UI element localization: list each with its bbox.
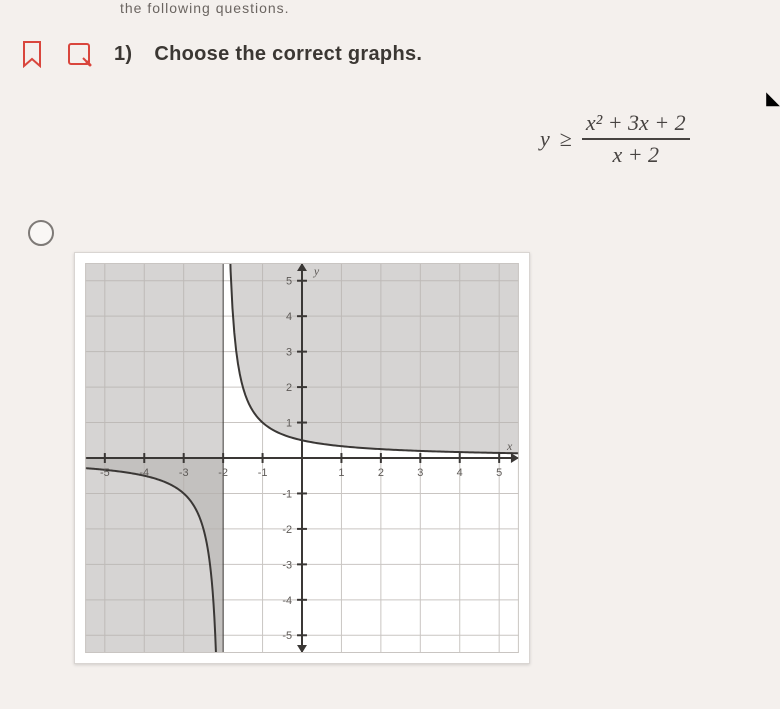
- answer-radio[interactable]: [28, 220, 54, 246]
- bookmark-icon[interactable]: [20, 40, 44, 68]
- formula-denominator: x + 2: [612, 140, 659, 168]
- question-prompt: Choose the correct graphs.: [154, 43, 422, 66]
- svg-text:-5: -5: [282, 630, 292, 642]
- svg-text:2: 2: [378, 467, 384, 479]
- graph-option[interactable]: -5 -4 -3 -2 -1 1 2 3 4 5 -5 -4 -3 -2 -1 1 2 3 4 5 y x: [74, 252, 530, 664]
- formula-relation: ≥: [560, 126, 572, 152]
- question-number: 1): [114, 43, 132, 66]
- svg-text:-3: -3: [282, 559, 292, 571]
- svg-text:-2: -2: [282, 524, 292, 536]
- svg-text:-1: -1: [282, 488, 292, 500]
- svg-text:1: 1: [286, 418, 292, 430]
- svg-text:5: 5: [496, 467, 502, 479]
- svg-text:-4: -4: [139, 467, 149, 479]
- svg-text:2: 2: [286, 382, 292, 394]
- svg-text:-1: -1: [258, 467, 268, 479]
- svg-text:y: y: [313, 264, 320, 278]
- svg-text:3: 3: [417, 467, 423, 479]
- question-toolbar: 1) Choose the correct graphs.: [20, 40, 422, 68]
- svg-text:-5: -5: [100, 467, 110, 479]
- mouse-cursor-icon: ◣: [766, 88, 780, 109]
- formula-numerator: x² + 3x + 2: [582, 110, 690, 140]
- svg-text:4: 4: [457, 467, 463, 479]
- svg-text:-2: -2: [218, 467, 228, 479]
- notepad-icon[interactable]: [66, 41, 92, 67]
- page-header-fragment: the following questions.: [120, 0, 290, 16]
- svg-text:1: 1: [338, 467, 344, 479]
- svg-text:4: 4: [286, 311, 292, 323]
- svg-text:-3: -3: [179, 467, 189, 479]
- graph-plot: -5 -4 -3 -2 -1 1 2 3 4 5 -5 -4 -3 -2 -1 1 2 3 4 5 y x: [85, 263, 519, 653]
- formula-lhs: y: [540, 126, 550, 152]
- inequality-formula: y ≥ x² + 3x + 2 x + 2: [540, 110, 690, 168]
- svg-text:x: x: [506, 439, 513, 453]
- formula-fraction: x² + 3x + 2 x + 2: [582, 110, 690, 168]
- svg-text:3: 3: [286, 347, 292, 359]
- svg-text:-4: -4: [282, 595, 292, 607]
- svg-text:5: 5: [286, 276, 292, 288]
